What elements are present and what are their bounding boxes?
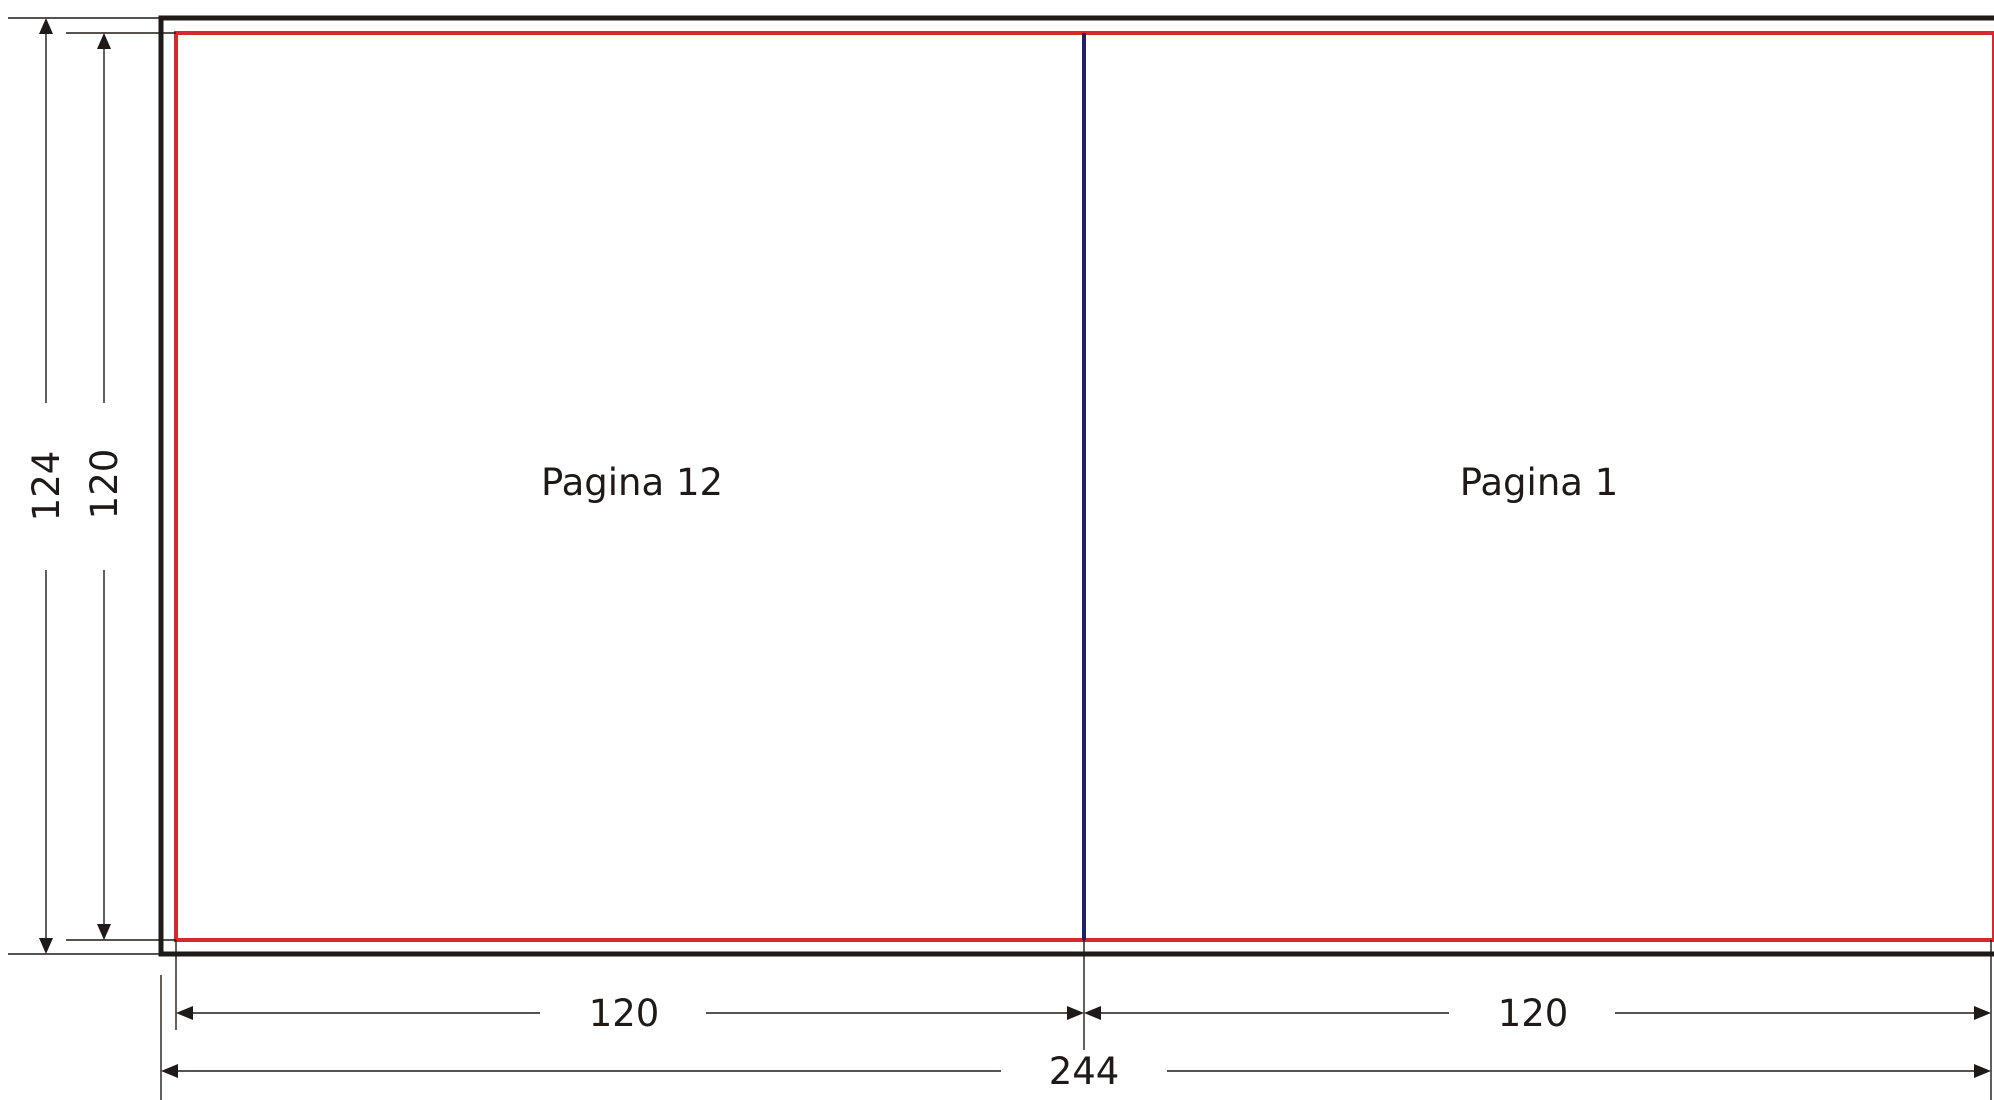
arrowhead-down	[97, 924, 111, 940]
left-width-label: 120	[589, 992, 660, 1035]
arrowhead-right	[1067, 1006, 1084, 1020]
arrowhead-down	[39, 938, 53, 954]
inner-height-label: 120	[83, 449, 126, 520]
outer-height-dimension: 124	[8, 17, 161, 955]
arrowhead-right	[1974, 1064, 1991, 1078]
right-width-label: 120	[1498, 992, 1569, 1035]
inner-height-dimension: 120	[66, 32, 176, 941]
total-width-label: 244	[1049, 1050, 1120, 1093]
page-label-right: Pagina 1	[1460, 461, 1619, 504]
page-label-left: Pagina 12	[541, 461, 723, 504]
arrowhead-right	[1974, 1006, 1991, 1020]
outer-height-label: 124	[25, 451, 68, 522]
left-width-dimension: 120	[176, 992, 1084, 1035]
outer-border	[158, 15, 1994, 957]
arrowhead-up	[39, 18, 53, 34]
arrowhead-left	[176, 1006, 193, 1020]
arrowhead-left	[161, 1064, 178, 1078]
right-width-dimension: 120	[1084, 992, 1991, 1035]
arrowhead-left	[1084, 1006, 1101, 1020]
total-width-dimension: 244	[161, 1050, 1991, 1093]
arrowhead-up	[97, 33, 111, 49]
